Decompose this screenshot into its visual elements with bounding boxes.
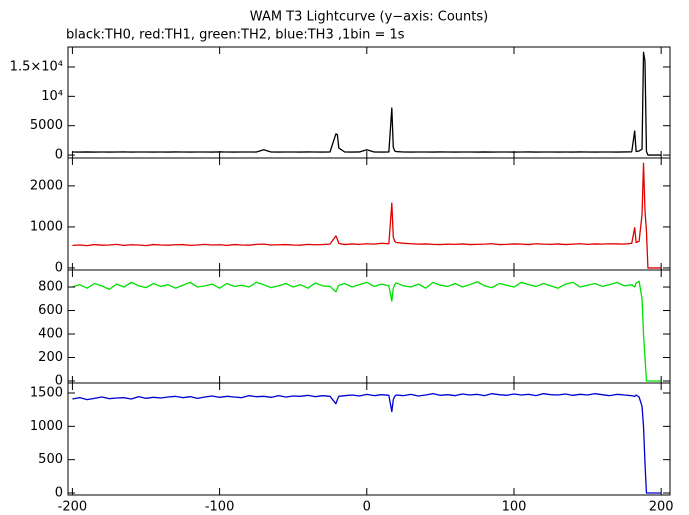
x-tick-label: -200 (58, 500, 88, 515)
panel-frame (67, 46, 671, 159)
y-tick-label: 0 (55, 260, 63, 275)
y-tick-label: 800 (38, 280, 63, 295)
panel-frame (67, 382, 671, 496)
y-tick-label: 500 (38, 452, 63, 467)
x-tick-label: -100 (205, 500, 235, 515)
y-tick-label: 400 (38, 327, 63, 342)
y-tick-label: 10⁴ (41, 89, 63, 104)
y-tick-label: 2000 (30, 178, 63, 193)
x-tick-label: 100 (502, 500, 527, 515)
data-line (72, 162, 662, 269)
y-tick-label: 0 (55, 486, 63, 501)
chart-title: WAM T3 Lightcurve (y−axis: Counts) (250, 10, 488, 25)
y-tick-label: 5000 (30, 118, 63, 133)
y-tick-label: 1.5×10⁴ (10, 59, 63, 74)
data-line (72, 51, 662, 156)
y-tick-label: 1000 (30, 419, 63, 434)
y-tick-label: 0 (55, 148, 63, 163)
data-line (72, 393, 662, 494)
y-tick-label: 1500 (30, 386, 63, 401)
chart-subtitle: black:TH0, red:TH1, green:TH2, blue:TH3 … (66, 28, 405, 43)
y-tick-label: 1000 (30, 219, 63, 234)
panel-frame (67, 157, 671, 271)
x-tick-label: 0 (363, 500, 371, 515)
data-line (72, 280, 662, 382)
y-tick-label: 600 (38, 303, 63, 318)
y-tick-label: 0 (55, 374, 63, 389)
x-tick-label: 200 (649, 500, 674, 515)
y-tick-label: 200 (38, 350, 63, 365)
